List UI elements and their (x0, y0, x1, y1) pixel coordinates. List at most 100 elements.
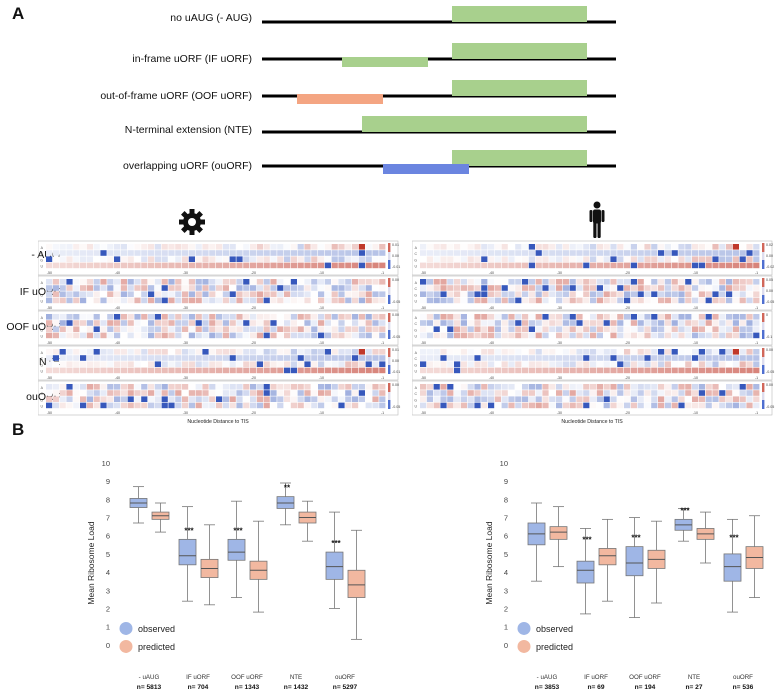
heatmap-cell (338, 250, 345, 256)
heatmap-cell (338, 396, 345, 402)
heatmap-cell (454, 390, 461, 396)
heatmap-cell (93, 349, 100, 355)
heatmap-cell (141, 326, 148, 332)
heatmap-cell (358, 262, 365, 269)
heatmap-cell (202, 244, 209, 250)
heatmap-cell (182, 250, 189, 256)
heatmap-cell (522, 250, 529, 256)
heatmap-cell (290, 355, 297, 361)
heatmap-cell (284, 285, 291, 291)
y-tick-label: 1 (504, 623, 508, 632)
y-tick-label: 8 (504, 495, 508, 504)
heatmap-cell (651, 250, 658, 256)
heatmap-cell (671, 384, 678, 390)
heatmap-cell (209, 384, 216, 390)
x-category-label: IF uORF (584, 674, 608, 681)
heatmap-y-tick: C (40, 252, 43, 256)
heatmap-cell (168, 396, 175, 402)
heatmap-cell (433, 297, 440, 304)
heatmap-cell (753, 355, 760, 361)
heatmap-cell (311, 297, 318, 304)
heatmap-cell (542, 256, 549, 262)
heatmap-cell (86, 314, 93, 320)
heatmap-cell (637, 320, 644, 326)
heatmap-cell (583, 326, 590, 332)
colorbar-pos (762, 348, 765, 357)
heatmap-cell (576, 244, 583, 250)
heatmap-cell (372, 396, 379, 402)
heatmap-cell (243, 332, 250, 339)
heatmap-cell (596, 291, 603, 297)
heatmap-cell (698, 355, 705, 361)
heatmap-cell (494, 402, 501, 409)
heatmap-cell (576, 396, 583, 402)
heatmap-cell (692, 361, 699, 367)
heatmap-cell (426, 361, 433, 367)
heatmap-cell (712, 250, 719, 256)
heatmap-cell (297, 291, 304, 297)
heatmap-cell (678, 402, 685, 409)
heatmap-cell (161, 314, 168, 320)
heatmap-cell (345, 332, 352, 339)
heatmap-y-tick: A (41, 246, 44, 250)
heatmap-cell (549, 361, 556, 367)
heatmap-cell (284, 250, 291, 256)
heatmap-cell (209, 244, 216, 250)
heatmap-cell (290, 402, 297, 409)
heatmap-cell (134, 355, 141, 361)
heatmap-cell (610, 297, 617, 304)
heatmap-cell (352, 349, 359, 355)
heatmap-cell (120, 326, 127, 332)
heatmap-cell (345, 244, 352, 250)
heatmap-cell (596, 326, 603, 332)
heatmap-cell (726, 332, 733, 339)
box-predicted (549, 526, 568, 540)
heatmap-cell (338, 367, 345, 374)
heatmap-cell (637, 326, 644, 332)
heatmap-cell (324, 326, 331, 332)
heatmap-frame (412, 275, 773, 311)
heatmap-cell (331, 314, 338, 320)
heatmap-cell (617, 256, 624, 262)
heatmap-cell (168, 262, 175, 269)
heatmap-cell (447, 320, 454, 326)
heatmap-cell (304, 285, 311, 291)
heatmap-cell (596, 244, 603, 250)
heatmap-cell (746, 320, 753, 326)
heatmap-cell (678, 262, 685, 269)
heatmap-cell (379, 279, 386, 285)
heatmap-cell (168, 332, 175, 339)
heatmap-cell (447, 349, 454, 355)
heatmap-cell (617, 285, 624, 291)
heatmap-cell (229, 291, 236, 297)
heatmap-cell (52, 291, 59, 297)
heatmap-cell (324, 367, 331, 374)
heatmap-x-tick: -10 (693, 376, 698, 380)
heatmap-x-tick: -20 (625, 411, 630, 415)
heatmap-cell (685, 396, 692, 402)
heatmap-cell (542, 262, 549, 269)
heatmap-cell (290, 326, 297, 332)
heatmap-cell (236, 326, 243, 332)
heatmap-cell (542, 390, 549, 396)
heatmap-cell (134, 244, 141, 250)
y-tick-label: 9 (504, 477, 508, 486)
heatmap-cell (678, 355, 685, 361)
heatmap-cell (358, 355, 365, 361)
heatmap-cell (236, 332, 243, 339)
heatmap-cell (304, 402, 311, 409)
heatmap-cell (501, 320, 508, 326)
heatmap-cell (630, 279, 637, 285)
heatmap-cell (522, 297, 529, 304)
heatmap-x-tick: -10 (319, 376, 324, 380)
heatmap-cell (549, 291, 556, 297)
count-label: n= 69 (587, 684, 604, 691)
heatmap-cell (624, 402, 631, 409)
heatmap-cell (107, 285, 114, 291)
heatmap-cell (746, 297, 753, 304)
heatmap-cell (685, 314, 692, 320)
colorbar-tick: -0.05 (766, 300, 774, 304)
heatmap-x-tick: -50 (421, 376, 426, 380)
